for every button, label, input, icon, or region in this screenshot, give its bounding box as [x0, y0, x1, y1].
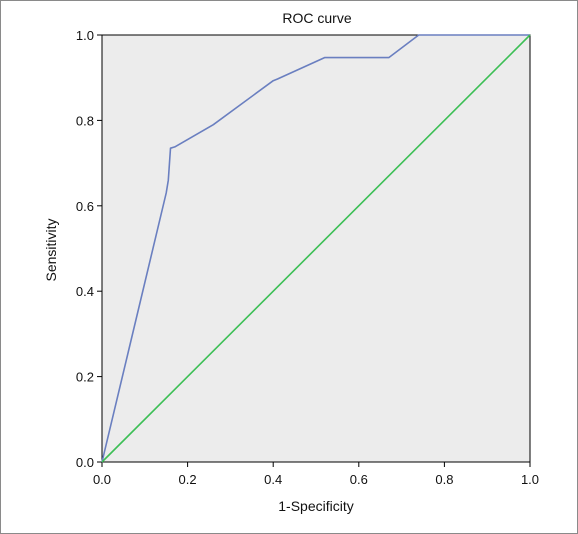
y-tick-label: 0.4	[76, 284, 94, 299]
x-axis-label: 1-Specificity	[278, 498, 353, 514]
y-tick-label: 0.0	[76, 455, 94, 470]
x-tick-label: 0.0	[93, 472, 111, 487]
y-tick-label: 0.6	[76, 199, 94, 214]
reference-diagonal-line	[101, 34, 531, 463]
x-tick-label: 0.2	[179, 472, 197, 487]
y-tick-label: 0.2	[76, 370, 94, 385]
y-tick-label: 0.8	[76, 113, 94, 128]
roc-curve-line	[101, 34, 530, 463]
x-axis-ticks: 0.0 0.2 0.4 0.6 0.8 1.0	[93, 462, 539, 487]
x-tick-label: 0.8	[435, 472, 453, 487]
series-layer	[101, 34, 531, 463]
x-tick-label: 0.6	[350, 472, 368, 487]
y-axis-ticks: 0.0 0.2 0.4 0.6 0.8 1.0	[76, 28, 102, 470]
chart-title: ROC curve	[282, 10, 351, 26]
y-axis-label: Sensitivity	[43, 218, 59, 281]
x-tick-label: 1.0	[521, 472, 539, 487]
y-tick-label: 1.0	[76, 28, 94, 43]
x-tick-label: 0.4	[264, 472, 282, 487]
